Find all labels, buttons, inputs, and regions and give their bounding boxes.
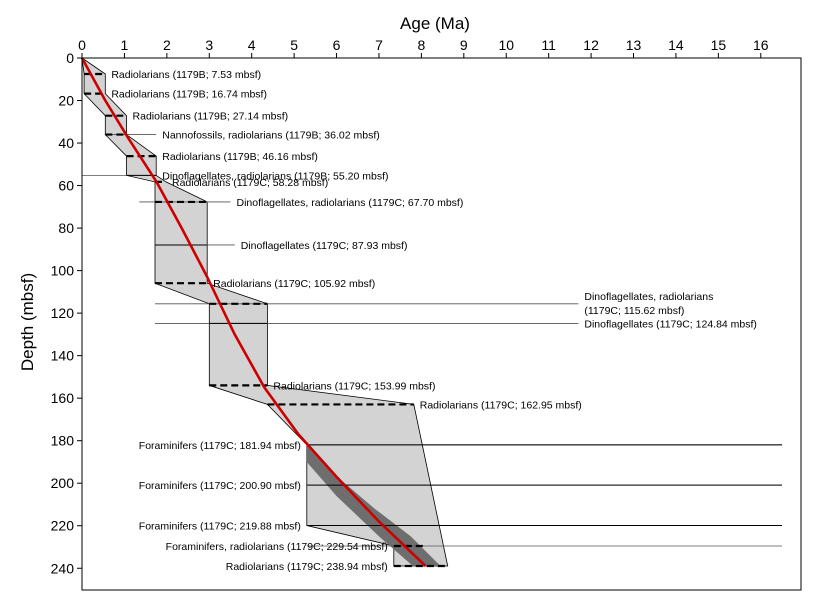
y-axis-title: Depth (mbsf) — [18, 273, 37, 371]
x-tick-label-4: 4 — [248, 37, 256, 53]
axes-layer: 0 1 2 3 4 5 6 7 8 9 10 11 12 13 14 15 160204060801001201… — [51, 37, 802, 591]
y-tick-label-80: 80 — [58, 220, 74, 236]
x-tick-label-16: 16 — [753, 37, 769, 53]
datum-label-16: Foraminifers (1179C; 219.88 mbsf) — [139, 520, 301, 532]
x-tick-label-11: 11 — [541, 37, 556, 53]
y-tick-label-40: 40 — [58, 135, 74, 151]
uncertainty-envelope-layer — [81, 57, 449, 567]
datum-label-5: Dinoflagellates, radiolarians (1179B; 55… — [162, 170, 388, 182]
y-tick-label-120: 120 — [51, 305, 75, 321]
datum-label-14: Foraminifers (1179C; 181.94 mbsf) — [139, 440, 301, 452]
datum-label-0: Radiolarians (1179B; 7.53 mbsf) — [111, 69, 261, 81]
x-tick-label-1: 1 — [121, 37, 129, 53]
y-tick-label-200: 200 — [51, 475, 75, 491]
x-tick-label-0: 0 — [78, 37, 86, 53]
x-tick-label-13: 13 — [626, 37, 642, 53]
datum-label-11: Dinoflagellates (1179C; 124.84 mbsf) — [584, 318, 757, 330]
y-tick-label-160: 160 — [51, 390, 75, 406]
x-tick-label-12: 12 — [583, 37, 599, 53]
datum-label-9: Radiolarians (1179C; 105.92 mbsf) — [213, 278, 375, 290]
y-tick-label-100: 100 — [51, 263, 75, 279]
uncertainty-envelope — [81, 57, 449, 567]
datum-label-1: Radiolarians (1179B; 16.74 mbsf) — [111, 89, 267, 101]
y-tick-label-240: 240 — [51, 560, 75, 576]
datum-label-6: Radiolarians (1179C; 58.28 mbsf) — [172, 177, 328, 189]
x-tick-label-15: 15 — [711, 37, 727, 53]
datum-label-layer: Radiolarians (1179B; 7.53 mbsf) Radiolari… — [111, 69, 757, 573]
x-tick-label-5: 5 — [290, 37, 298, 53]
datum-label-15: Foraminifers (1179C; 200.90 mbsf) — [139, 480, 301, 492]
datum-label-7: Dinoflagellates, radiolarians (1179C; 67… — [236, 197, 463, 209]
x-tick-label-10: 10 — [498, 37, 514, 53]
plot-frame — [81, 57, 802, 591]
y-tick-label-0: 0 — [66, 50, 74, 66]
x-tick-label-7: 7 — [375, 37, 383, 53]
age-model-line — [80, 57, 427, 567]
datum-label-3: Nannofossils, radiolarians (1179B; 36.02… — [162, 130, 380, 142]
x-tick-label-2: 2 — [163, 37, 171, 53]
datum-label-13: Radiolarians (1179C; 162.95 mbsf) — [420, 399, 582, 411]
y-tick-label-180: 180 — [51, 433, 75, 449]
datum-label-18: Radiolarians (1179C; 238.94 mbsf) — [226, 561, 388, 573]
age-model-layer — [80, 57, 427, 567]
x-axis-title: Age (Ma) — [400, 14, 470, 33]
y-tick-label-220: 220 — [51, 518, 75, 534]
datum-segment-layer — [84, 72, 782, 568]
y-tick-label-140: 140 — [51, 348, 75, 364]
datum-label-10: Dinoflagellates, radiolarians — [584, 291, 713, 303]
datum-label-17: Foraminifers, radiolarians (1179C; 229.5… — [166, 541, 388, 553]
datum-label-4: Radiolarians (1179B; 46.16 mbsf) — [162, 151, 318, 163]
x-tick-label-3: 3 — [205, 37, 213, 53]
inner-envelope — [306, 444, 441, 566]
x-tick-label-8: 8 — [417, 37, 425, 53]
y-tick-label-60: 60 — [58, 178, 74, 194]
datum-label-8: Dinoflagellates (1179C; 87.93 mbsf) — [241, 240, 408, 252]
x-tick-label-6: 6 — [333, 37, 341, 53]
datum-label-12: Radiolarians (1179C; 153.99 mbsf) — [273, 380, 435, 392]
datum-label-2: Radiolarians (1179B; 27.14 mbsf) — [133, 111, 289, 123]
datum-label-10-line2: (1179C; 115.62 mbsf) — [584, 305, 684, 317]
x-tick-label-14: 14 — [668, 37, 684, 53]
x-tick-label-9: 9 — [460, 37, 468, 53]
y-tick-label-20: 20 — [58, 93, 74, 109]
